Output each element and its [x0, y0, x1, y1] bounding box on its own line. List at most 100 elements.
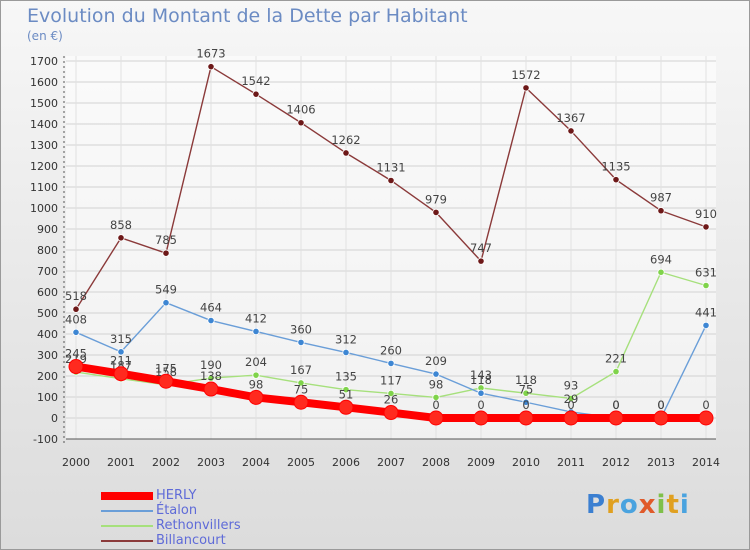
x-tick-label: 2012 [602, 456, 630, 469]
data-label-rethonvillers: 221 [605, 352, 627, 366]
y-tick-label: 700 [37, 265, 58, 278]
data-point-herly [113, 366, 129, 382]
legend-swatch [101, 524, 153, 527]
legend-label: Billancourt [156, 533, 226, 548]
data-label-etalon: 260 [380, 343, 402, 357]
legend-label: HERLY [156, 488, 197, 503]
x-tick-label: 2010 [512, 456, 540, 469]
logo-letter: i [656, 490, 667, 520]
data-label-rethonvillers: 694 [650, 252, 672, 266]
data-label-herly: 26 [384, 393, 399, 407]
y-tick-label: -100 [33, 433, 58, 446]
data-label-herly: 0 [657, 398, 664, 412]
legend-swatch [101, 539, 153, 542]
y-tick-label: 600 [37, 286, 58, 299]
y-tick-label: 300 [37, 349, 58, 362]
data-point-billancourt [387, 176, 395, 185]
y-tick-label: 1700 [30, 55, 58, 68]
data-label-billancourt: 1673 [196, 47, 225, 61]
data-label-billancourt: 1542 [241, 74, 270, 88]
x-tick-label: 2014 [692, 456, 720, 469]
y-tick-label: 500 [37, 307, 58, 320]
data-label-rethonvillers: 158 [155, 365, 177, 379]
data-label-herly: 0 [567, 398, 574, 412]
legend-label: Étalon [156, 503, 198, 518]
y-tick-label: 1100 [30, 181, 58, 194]
data-label-billancourt: 1406 [286, 103, 315, 117]
data-label-etalon: 29 [564, 392, 579, 406]
y-tick-label: 800 [37, 244, 58, 257]
legend-item: Billancourt [101, 533, 241, 548]
data-label-billancourt: 1572 [511, 68, 540, 82]
y-tick-label: 1500 [30, 97, 58, 110]
logo-letter: x [638, 490, 657, 520]
legend-swatch [101, 491, 153, 500]
data-label-rethonvillers: 98 [429, 377, 444, 391]
data-label-rethonvillers: 631 [695, 265, 717, 279]
logo-letter: P [586, 490, 607, 520]
data-point-rethonvillers [297, 379, 305, 387]
data-label-etalon: 464 [200, 301, 222, 315]
data-label-etalon: 408 [65, 312, 87, 326]
data-point-herly [473, 410, 489, 426]
data-label-rethonvillers: 118 [515, 373, 537, 387]
y-tick-label: 400 [37, 328, 58, 341]
data-point-billancourt [252, 90, 260, 98]
data-point-herly [203, 381, 219, 397]
data-label-etalon: 0 [657, 398, 664, 412]
x-tick-label: 2011 [557, 456, 585, 469]
data-point-herly [293, 394, 309, 410]
data-label-rethonvillers: 167 [290, 363, 312, 377]
data-point-rethonvillers [657, 268, 665, 276]
data-point-herly [68, 359, 84, 375]
data-label-herly: 75 [294, 382, 309, 396]
x-tick-label: 2005 [287, 456, 315, 469]
y-tick-label: 1300 [30, 139, 58, 152]
data-point-billancourt [117, 234, 125, 242]
data-point-billancourt [342, 149, 350, 157]
data-label-etalon: 441 [695, 305, 717, 319]
y-tick-label: 1600 [30, 76, 58, 89]
data-point-billancourt [567, 127, 575, 135]
data-label-etalon: 75 [519, 382, 534, 396]
y-tick-label: 100 [37, 391, 58, 404]
data-point-billancourt [432, 208, 440, 217]
x-tick-label: 2006 [332, 456, 360, 469]
data-point-etalon [252, 327, 260, 336]
data-label-rethonvillers: 143 [470, 368, 492, 382]
legend-item: HERLY [101, 488, 241, 503]
data-point-billancourt [612, 176, 620, 184]
data-point-etalon [387, 359, 395, 367]
data-point-rethonvillers [252, 371, 260, 379]
data-label-herly: 51 [339, 387, 354, 401]
data-point-etalon [522, 398, 530, 406]
legend-label: Rethonvillers [156, 518, 241, 533]
data-point-herly [428, 410, 444, 426]
data-label-herly: 175 [155, 361, 177, 375]
data-label-herly: 0 [702, 398, 709, 412]
y-tick-label: 1000 [30, 202, 58, 215]
data-point-herly [383, 405, 399, 421]
data-point-rethonvillers [567, 394, 575, 403]
chart-title: Evolution du Montant de la Dette par Hab… [27, 5, 468, 27]
data-label-billancourt: 1131 [376, 160, 405, 174]
legend-item: Rethonvillers [101, 518, 241, 533]
logo-letter: i [679, 490, 690, 520]
data-point-herly [698, 410, 714, 426]
data-label-rethonvillers: 93 [564, 378, 579, 392]
data-label-billancourt: 518 [65, 289, 87, 303]
data-point-rethonvillers [612, 367, 620, 376]
data-label-billancourt: 1367 [556, 111, 585, 125]
data-label-etalon: 412 [245, 311, 267, 325]
x-tick-label: 2000 [62, 456, 90, 469]
data-point-billancourt [477, 257, 485, 265]
x-tick-label: 2013 [647, 456, 675, 469]
logo-letter: t [666, 490, 680, 520]
data-label-billancourt: 1135 [601, 160, 630, 174]
data-label-etalon: 360 [290, 322, 312, 336]
data-point-rethonvillers [702, 281, 710, 290]
data-label-herly: 98 [249, 377, 264, 391]
data-label-billancourt: 1262 [331, 133, 360, 147]
